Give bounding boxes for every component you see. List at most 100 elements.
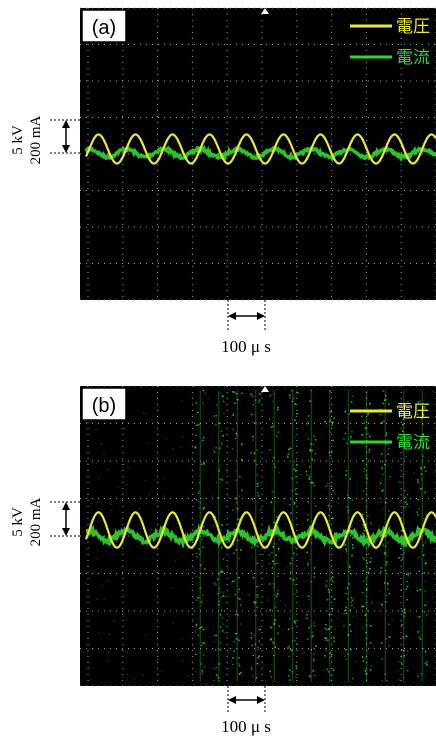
- current-noise-dot: [212, 449, 213, 450]
- current-pulse-dot: [331, 608, 333, 610]
- current-pulse-dot: [368, 553, 370, 555]
- current-pulse-dot: [369, 568, 371, 570]
- current-pulse-dot: [257, 483, 259, 485]
- current-noise-dot: [413, 472, 414, 473]
- current-pulse-dot: [381, 604, 383, 606]
- current-pulse-dot: [213, 680, 215, 682]
- current-noise-dot: [271, 615, 272, 616]
- current-noise-dot: [295, 437, 296, 438]
- current-noise-dot: [231, 569, 232, 570]
- current-noise-dot: [379, 488, 380, 489]
- current-pulse-dot: [364, 530, 366, 532]
- current-pulse-dot: [257, 657, 259, 659]
- current-pulse-dot: [275, 563, 277, 565]
- current-pulse-dot: [328, 589, 330, 591]
- current-noise-dot: [242, 593, 243, 594]
- current-pulse-dot: [214, 582, 216, 584]
- current-pulse-dot: [270, 639, 272, 641]
- current-pulse-dot: [406, 573, 408, 575]
- current-noise-dot: [181, 400, 182, 401]
- current-noise-dot: [231, 583, 232, 584]
- current-pulse-dot: [197, 412, 199, 414]
- current-pulse-dot: [294, 403, 296, 405]
- current-pulse-dot: [290, 563, 292, 565]
- current-pulse-dot: [309, 466, 311, 468]
- current-pulse-dot: [333, 640, 335, 642]
- current-noise-dot: [392, 458, 393, 459]
- current-noise-dot: [282, 500, 283, 501]
- current-pulse-dot: [345, 548, 347, 550]
- current-pulse-dot: [272, 567, 274, 569]
- panel-label: (a): [92, 17, 116, 39]
- current-noise-dot: [123, 493, 124, 494]
- current-pulse-dot: [256, 562, 258, 564]
- current-noise-dot: [192, 481, 193, 482]
- current-pulse-dot: [240, 549, 242, 551]
- current-noise-dot: [372, 457, 373, 458]
- current-noise-dot: [247, 594, 248, 595]
- current-pulse-dot: [259, 399, 261, 401]
- current-pulse-dot: [401, 649, 403, 651]
- current-noise-dot: [88, 666, 89, 667]
- current-pulse-dot: [389, 593, 391, 595]
- current-pulse-dot: [407, 494, 409, 496]
- current-pulse-dot: [352, 500, 354, 502]
- current-pulse-dot: [276, 562, 278, 564]
- current-pulse-dot: [345, 433, 347, 435]
- current-pulse-dot: [345, 474, 347, 476]
- current-pulse-dot: [256, 606, 258, 608]
- current-pulse-dot: [328, 505, 330, 507]
- current-pulse-dot: [386, 542, 388, 544]
- current-noise-dot: [161, 671, 162, 672]
- current-pulse-dot: [195, 402, 197, 404]
- current-noise-dot: [96, 558, 97, 559]
- current-pulse-dot: [381, 467, 383, 469]
- current-noise-dot: [105, 423, 106, 424]
- current-noise-dot: [389, 540, 390, 541]
- current-pulse-dot: [405, 501, 407, 503]
- current-pulse-dot: [294, 584, 296, 586]
- current-pulse-dot: [203, 437, 205, 439]
- current-pulse-dot: [307, 638, 309, 640]
- current-pulse-dot: [295, 493, 297, 495]
- current-noise-dot: [127, 467, 128, 468]
- current-pulse-dot: [257, 474, 259, 476]
- current-noise-dot: [136, 531, 137, 532]
- current-noise-dot: [212, 583, 213, 584]
- current-pulse-dot: [370, 669, 372, 671]
- scale-label-time: 100 μ s: [221, 337, 271, 356]
- current-pulse-dot: [350, 630, 352, 632]
- current-noise-dot: [379, 591, 380, 592]
- current-pulse-dot: [352, 396, 354, 398]
- current-noise-dot: [382, 508, 383, 509]
- current-pulse-dot: [386, 564, 388, 566]
- current-noise-dot: [218, 423, 219, 424]
- current-noise-dot: [320, 541, 321, 542]
- current-pulse-dot: [297, 392, 299, 394]
- current-pulse-dot: [351, 401, 353, 403]
- current-noise-dot: [429, 666, 430, 667]
- current-pulse-dot: [268, 554, 270, 556]
- current-pulse-dot: [345, 593, 347, 595]
- current-pulse-dot: [288, 628, 290, 630]
- current-noise-dot: [302, 404, 303, 405]
- current-pulse-dot: [423, 572, 425, 574]
- current-noise-dot: [162, 498, 163, 499]
- current-noise-dot: [392, 619, 393, 620]
- current-pulse-dot: [367, 610, 369, 612]
- current-pulse-dot: [257, 492, 259, 494]
- current-pulse-dot: [272, 560, 274, 562]
- current-pulse-dot: [253, 601, 255, 603]
- current-pulse-dot: [213, 525, 215, 527]
- current-noise-dot: [322, 435, 323, 436]
- current-pulse-dot: [296, 667, 298, 669]
- current-pulse-dot: [416, 590, 418, 592]
- current-noise-dot: [188, 675, 189, 676]
- current-noise-dot: [432, 391, 433, 392]
- current-pulse-dot: [221, 479, 223, 481]
- current-pulse-dot: [233, 650, 235, 652]
- current-pulse-dot: [351, 431, 353, 433]
- current-noise-dot: [91, 614, 92, 615]
- current-noise-dot: [166, 438, 167, 439]
- current-pulse-dot: [269, 609, 271, 611]
